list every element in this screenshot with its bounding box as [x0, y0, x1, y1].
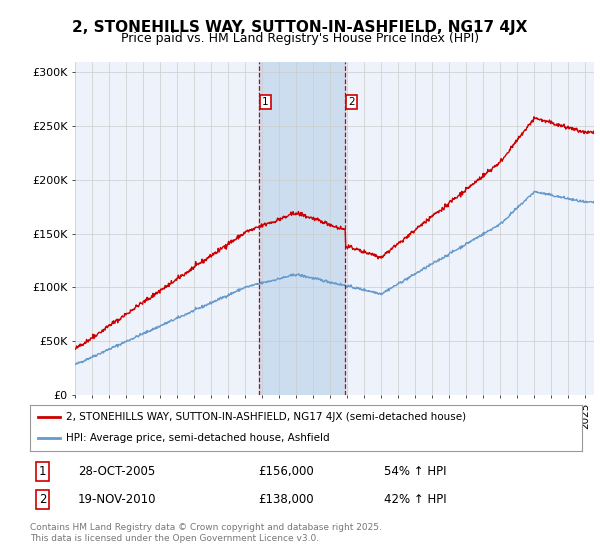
Text: 28-OCT-2005: 28-OCT-2005 [78, 465, 155, 478]
Text: 2: 2 [348, 96, 355, 106]
Text: 2, STONEHILLS WAY, SUTTON-IN-ASHFIELD, NG17 4JX (semi-detached house): 2, STONEHILLS WAY, SUTTON-IN-ASHFIELD, N… [66, 412, 466, 422]
Text: 2: 2 [39, 493, 47, 506]
Text: 42% ↑ HPI: 42% ↑ HPI [384, 493, 446, 506]
Text: 19-NOV-2010: 19-NOV-2010 [78, 493, 157, 506]
Text: 2, STONEHILLS WAY, SUTTON-IN-ASHFIELD, NG17 4JX: 2, STONEHILLS WAY, SUTTON-IN-ASHFIELD, N… [73, 20, 527, 35]
Text: HPI: Average price, semi-detached house, Ashfield: HPI: Average price, semi-detached house,… [66, 433, 329, 444]
Text: 1: 1 [262, 96, 268, 106]
Text: £156,000: £156,000 [258, 465, 314, 478]
Text: Price paid vs. HM Land Registry's House Price Index (HPI): Price paid vs. HM Land Registry's House … [121, 32, 479, 45]
Text: 54% ↑ HPI: 54% ↑ HPI [384, 465, 446, 478]
Text: £138,000: £138,000 [258, 493, 314, 506]
Text: 1: 1 [39, 465, 47, 478]
Bar [259, 62, 346, 395]
Text: Contains HM Land Registry data © Crown copyright and database right 2025.
This d: Contains HM Land Registry data © Crown c… [30, 524, 382, 543]
